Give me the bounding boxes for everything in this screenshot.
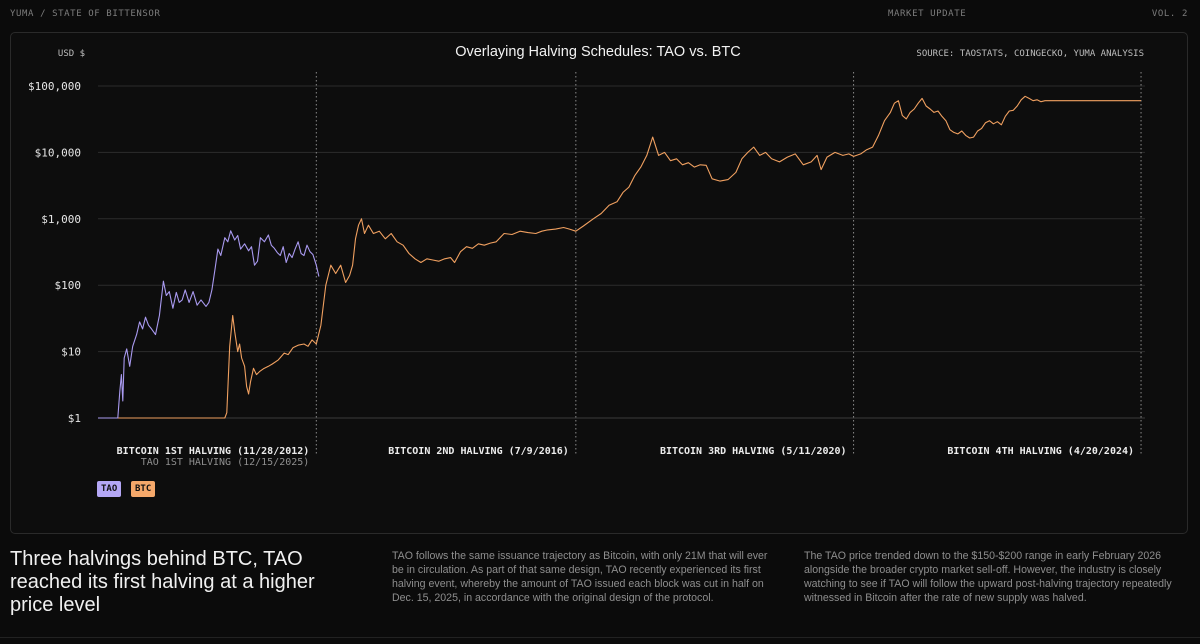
chart-panel <box>10 32 1188 534</box>
halving-label-2: BITCOIN 2ND HALVING (7/9/2016) <box>388 446 569 457</box>
headline: Three halvings behind BTC, TAO reached i… <box>10 548 315 616</box>
chart: $1 $10 $100 $1,000 $10,000 $100,000 USD $ Overl… <box>28 44 1145 468</box>
footer-rule <box>0 637 1200 638</box>
chart-title: Overlaying Halving Schedules: TAO vs. BT… <box>455 44 741 60</box>
legend-tao: TAO <box>97 481 122 497</box>
y-tick-label: $10,000 <box>35 146 81 159</box>
chart-source: SOURCE: TAOSTATS, COINGECKO, YUMA ANALYS… <box>916 49 1144 59</box>
halving-label-4: BITCOIN 4TH HALVING (4/20/2024) <box>947 446 1134 457</box>
halving-label-3: BITCOIN 3RD HALVING (5/11/2020) <box>660 446 847 457</box>
y-tick-label: $1,000 <box>41 213 81 226</box>
header-center: MARKET UPDATE <box>888 9 967 19</box>
header-right: VOL. 2 <box>1151 9 1188 19</box>
y-tick-label: $1 <box>68 412 81 425</box>
y-tick-label: $100 <box>55 279 82 292</box>
y-tick-label: $10 <box>61 346 81 359</box>
y-tick-label: $100,000 <box>28 80 81 93</box>
halving-sublabel-1: TAO 1ST HALVING (12/15/2025) <box>141 457 310 468</box>
paragraph-2: The TAO price trended down to the $150-$… <box>804 550 1172 604</box>
header-left: YUMA / STATE OF BITTENSOR <box>10 9 161 19</box>
legend-btc: BTC <box>131 481 156 497</box>
paragraph-1: TAO follows the same issuance trajectory… <box>392 550 768 604</box>
series-line-btc <box>98 95 1141 419</box>
y-axis-label: USD $ <box>58 49 85 59</box>
halving-label-1: BITCOIN 1ST HALVING (11/28/2012) <box>117 446 310 457</box>
series-line-tao <box>98 230 320 419</box>
